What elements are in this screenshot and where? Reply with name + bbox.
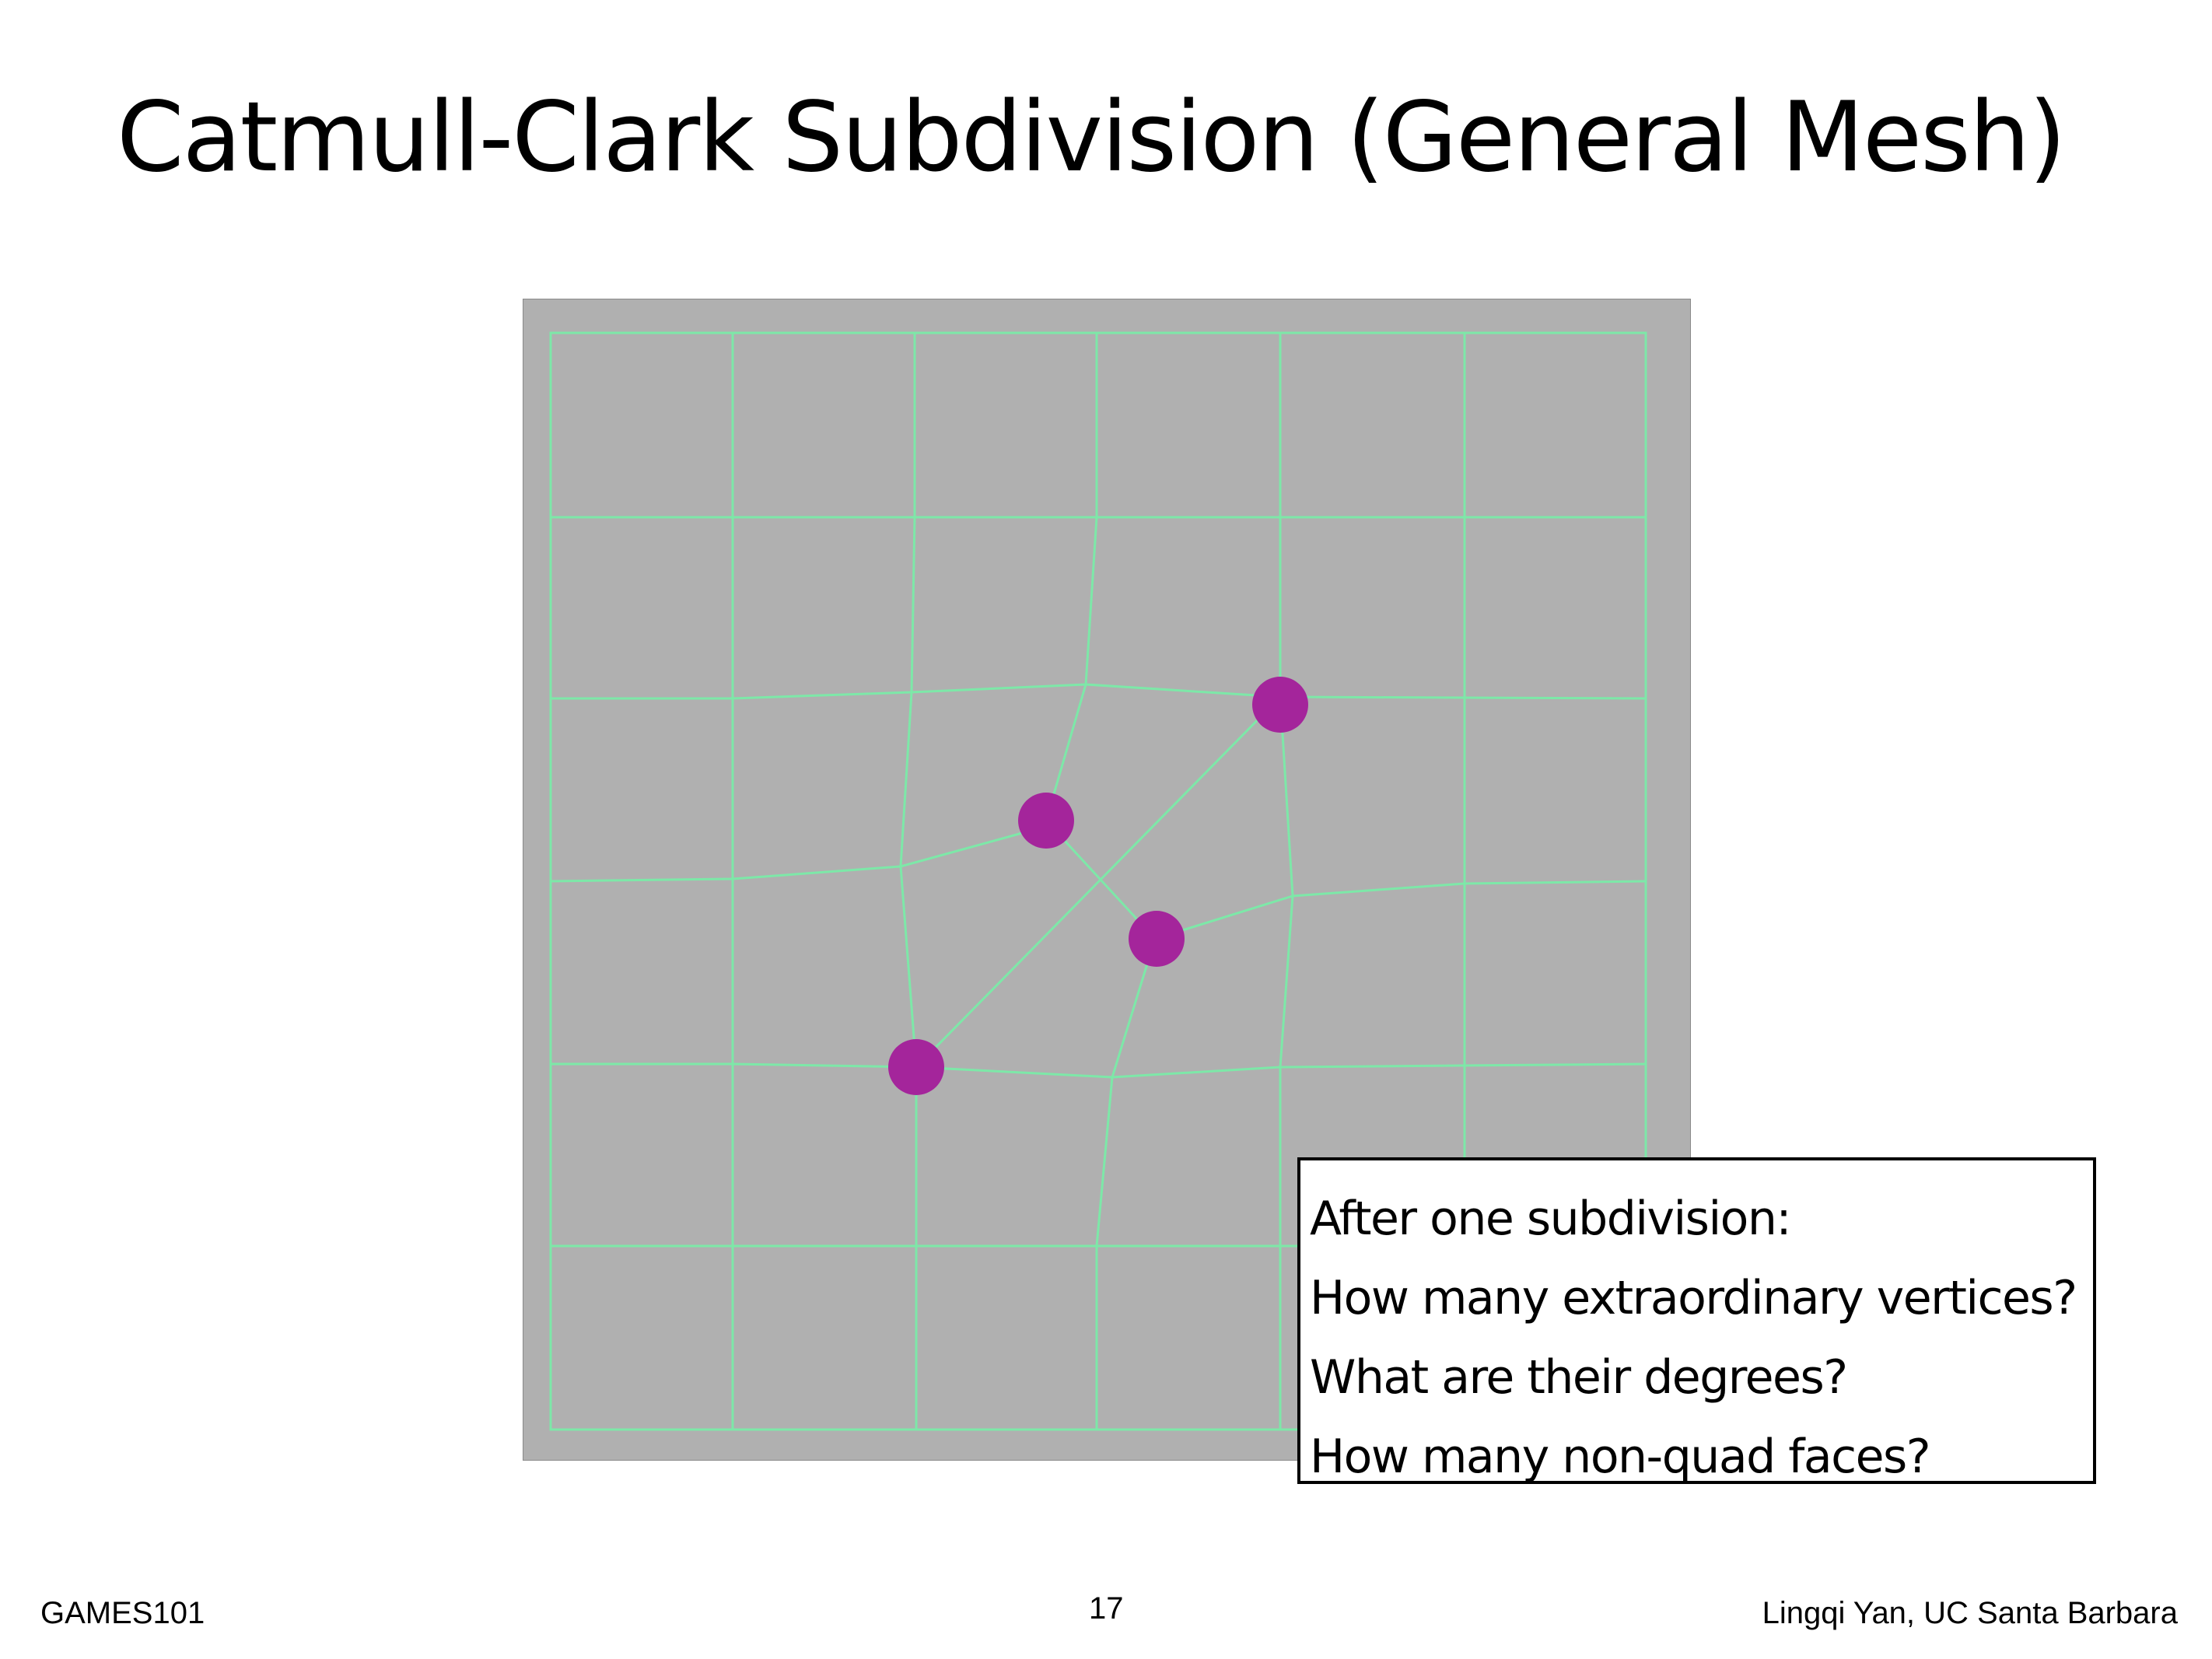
question-line-1: After one subdivision: — [1310, 1192, 1792, 1246]
extraordinary-vertex-bottom-left — [888, 1039, 944, 1095]
slide-title: Catmull-Clark Subdivision (General Mesh) — [117, 82, 2067, 194]
question-line-3: What are their degrees? — [1310, 1350, 1848, 1405]
footer-author: Lingqi Yan, UC Santa Barbara — [1762, 1596, 2178, 1630]
extraordinary-vertices — [888, 677, 1308, 1095]
question-line-2: How many extraordinary vertices? — [1310, 1271, 2077, 1325]
footer-page-number: 17 — [1089, 1591, 1124, 1626]
extraordinary-vertex-center — [1129, 911, 1185, 967]
mesh-edges — [549, 331, 1647, 1431]
extraordinary-vertex-upper-left — [1018, 793, 1074, 849]
question-line-4: How many non-quad faces? — [1310, 1430, 1931, 1484]
subdivided-mesh-figure — [523, 299, 1691, 1461]
extraordinary-vertex-top-right — [1252, 677, 1308, 733]
footer-course: GAMES101 — [40, 1596, 205, 1630]
question-box: After one subdivision: How many extraord… — [1297, 1157, 2096, 1484]
